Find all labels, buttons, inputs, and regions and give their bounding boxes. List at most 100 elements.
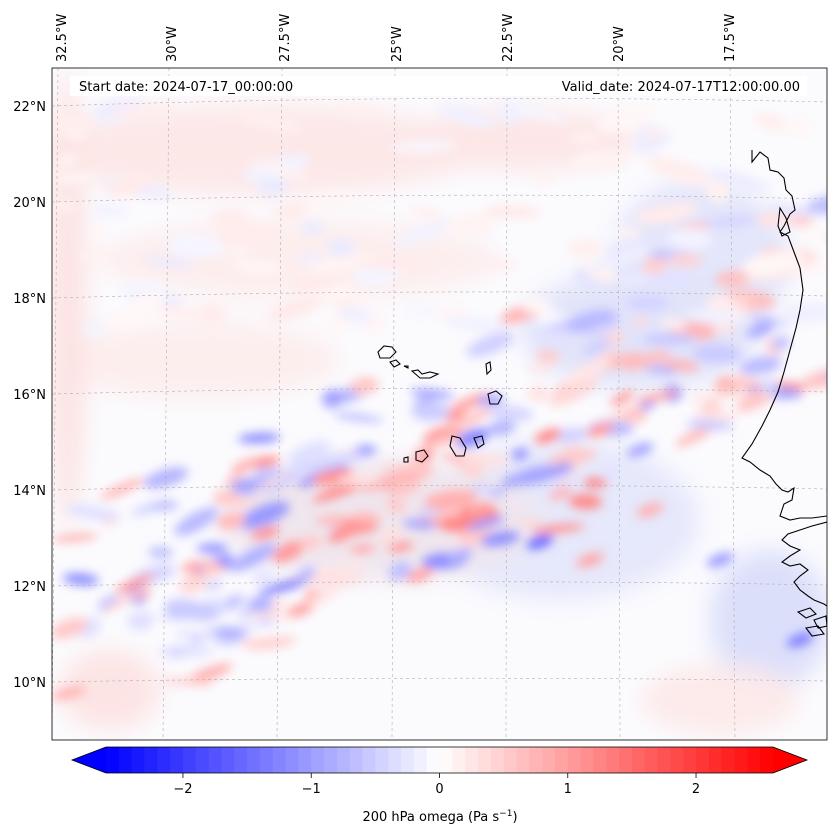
colorbar-level bbox=[760, 747, 774, 773]
omega-feature bbox=[406, 567, 434, 583]
colorbar-level bbox=[567, 747, 582, 773]
omega-feature bbox=[166, 645, 187, 659]
island-santo-antao bbox=[377, 345, 397, 359]
omega-feature bbox=[402, 519, 437, 530]
omega-feature bbox=[175, 630, 217, 640]
colorbar-level bbox=[747, 747, 761, 773]
omega-feature bbox=[598, 228, 624, 241]
colorbar-level bbox=[465, 747, 479, 773]
colorbar-level bbox=[529, 747, 543, 773]
omega-feature bbox=[214, 225, 280, 247]
omega-feature bbox=[88, 226, 108, 241]
colorbar-level bbox=[131, 747, 146, 773]
guinea-bissau-islands bbox=[796, 607, 827, 637]
omega-feature bbox=[388, 561, 412, 581]
omega-feature bbox=[483, 258, 517, 271]
colorbar-label-exp: −1 bbox=[499, 809, 512, 819]
omega-feature bbox=[488, 405, 534, 422]
omega-feature bbox=[409, 388, 454, 399]
lat-label-10n: 10°N bbox=[13, 676, 46, 691]
omega-feature bbox=[52, 533, 99, 542]
omega-feature bbox=[547, 449, 597, 466]
omega-feature bbox=[466, 502, 494, 518]
colorbar-level bbox=[247, 747, 261, 773]
omega-feature bbox=[462, 461, 485, 478]
colorbar-level bbox=[285, 747, 300, 773]
colorbar-level bbox=[401, 747, 415, 773]
omega-feature bbox=[393, 218, 457, 246]
omega-feature bbox=[539, 328, 571, 345]
omega-feature bbox=[350, 377, 379, 395]
colorbar-level bbox=[234, 747, 248, 773]
island-santa-luzia bbox=[403, 365, 409, 369]
latitude-labels: 22°N 20°N 18°N 16°N 14°N 12°N 10°N bbox=[13, 100, 46, 691]
colorbar-tick-label: 0 bbox=[435, 782, 443, 797]
colorbar-level bbox=[542, 747, 556, 773]
omega-feature bbox=[411, 206, 446, 224]
omega-feature bbox=[532, 169, 553, 185]
omega-feature bbox=[636, 502, 664, 518]
colorbar-level bbox=[144, 747, 158, 773]
lon-label-30w: 30°W bbox=[165, 26, 180, 62]
map-frame bbox=[51, 67, 828, 741]
coast-inlet bbox=[777, 206, 791, 237]
colorbar-level bbox=[336, 747, 351, 773]
omega-feature bbox=[105, 310, 165, 328]
colorbar-level bbox=[619, 747, 633, 773]
lon-label-17-5w: 17.5°W bbox=[723, 14, 738, 62]
omega-feature bbox=[257, 178, 288, 195]
colorbar-level bbox=[734, 747, 748, 773]
omega-feature bbox=[685, 419, 734, 431]
omega-feature bbox=[534, 428, 562, 444]
omega-feature bbox=[710, 171, 770, 192]
colorbar-level bbox=[439, 747, 453, 773]
omega-feature bbox=[79, 250, 113, 264]
colorbar-outline bbox=[70, 746, 809, 774]
omega-feature bbox=[237, 608, 254, 620]
omega-feature bbox=[563, 358, 612, 386]
omega-feature bbox=[340, 559, 363, 567]
omega-feature bbox=[148, 546, 174, 559]
omega-feature bbox=[626, 442, 654, 458]
island-fogo bbox=[415, 449, 429, 463]
omega-feature bbox=[237, 109, 303, 132]
colorbar-label: 200 hPa omega (Pa s−1) bbox=[362, 809, 517, 825]
colorbar-level bbox=[388, 747, 402, 773]
omega-feature bbox=[196, 543, 229, 553]
omega-feature bbox=[546, 462, 574, 478]
colorbar: −2 −1 0 1 2 200 hPa omega (Pa s−1) bbox=[70, 746, 809, 825]
omega-feature bbox=[228, 543, 277, 572]
valid-date-label: Valid_date: 2024-07-17T12:00:00.00 bbox=[562, 80, 800, 95]
omega-feature bbox=[199, 304, 225, 325]
omega-feature bbox=[143, 467, 189, 489]
colorbar-segments bbox=[72, 747, 807, 773]
omega-feature bbox=[62, 573, 99, 586]
omega-feature bbox=[307, 567, 355, 588]
longitude-labels: 32.5°W 30°W 27.5°W 25°W 22.5°W 20°W 17.5… bbox=[55, 14, 738, 62]
omega-feature bbox=[642, 254, 668, 275]
omega-feature bbox=[328, 517, 366, 543]
omega-feature bbox=[237, 433, 281, 444]
omega-feature bbox=[114, 574, 155, 593]
omega-feature bbox=[566, 239, 603, 258]
omega-feature bbox=[596, 105, 655, 133]
omega-feature bbox=[772, 335, 791, 351]
island-brava bbox=[403, 456, 409, 463]
colorbar-level bbox=[503, 747, 518, 773]
colorbar-level bbox=[157, 747, 171, 773]
omega-feature bbox=[52, 200, 76, 213]
omega-feature bbox=[511, 448, 529, 461]
omega-feature bbox=[252, 471, 293, 494]
omega-feature bbox=[437, 104, 497, 128]
omega-feature bbox=[451, 392, 492, 411]
omega-feature bbox=[586, 249, 653, 272]
omega-feature bbox=[82, 322, 105, 337]
omega-feature bbox=[293, 275, 341, 291]
colorbar-level bbox=[182, 747, 197, 773]
omega-feature bbox=[209, 600, 229, 611]
omega-feature bbox=[149, 500, 179, 512]
omega-feature bbox=[535, 310, 565, 326]
colorbar-level bbox=[593, 747, 607, 773]
lon-label-25w: 25°W bbox=[390, 26, 405, 62]
cape-verde-islands bbox=[377, 345, 503, 463]
